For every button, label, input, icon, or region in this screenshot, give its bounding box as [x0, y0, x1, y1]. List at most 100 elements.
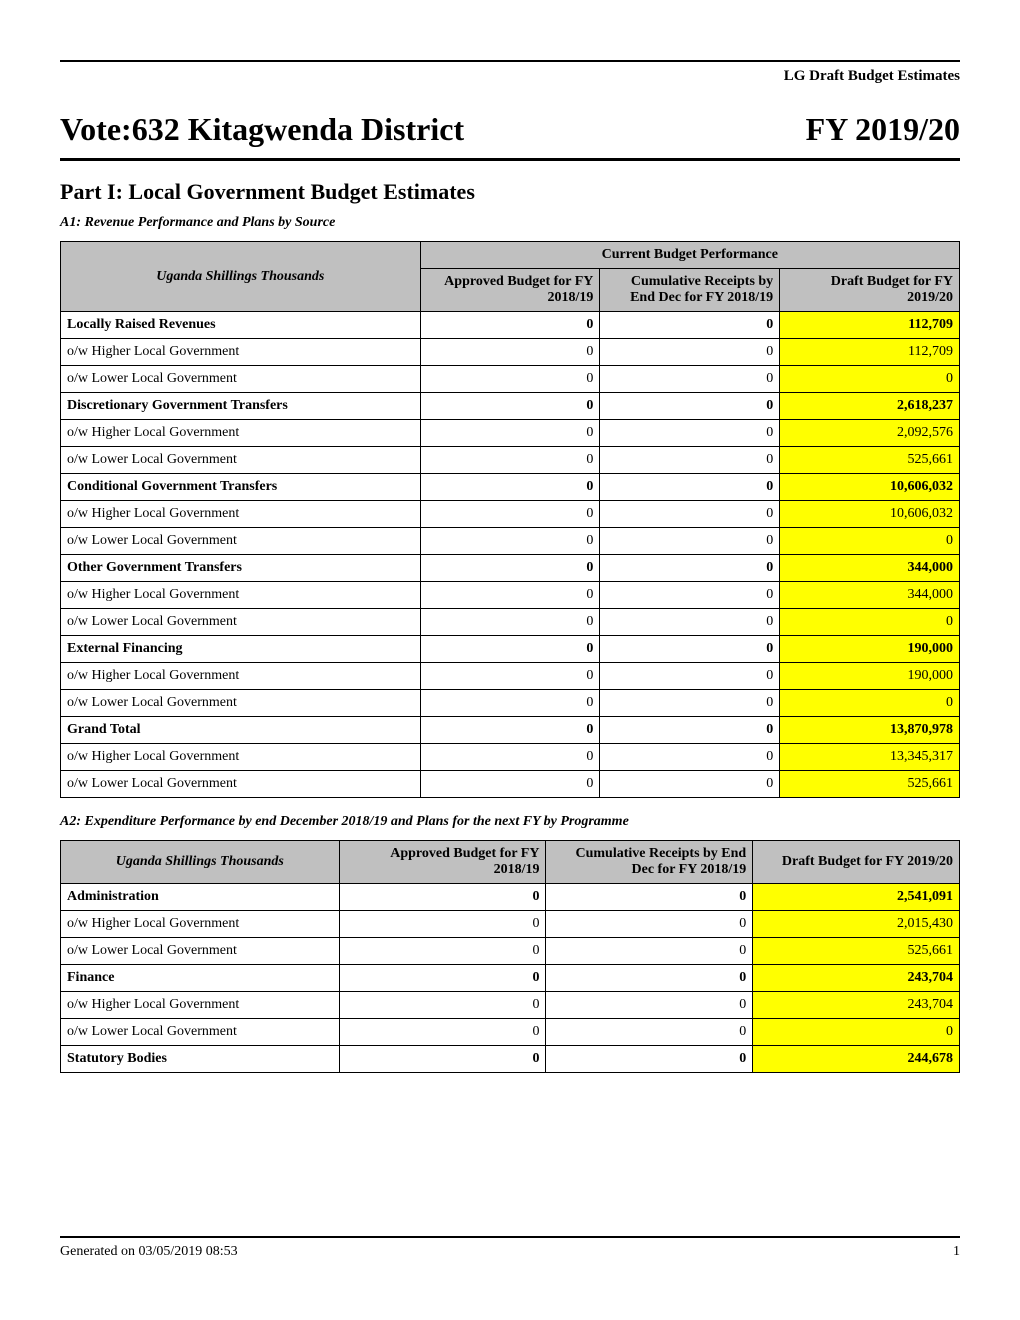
t1-body: Locally Raised Revenues00112,709o/w High… [61, 312, 960, 798]
fiscal-year: FY 2019/20 [806, 111, 960, 148]
row-value: 243,704 [753, 992, 960, 1019]
row-value: 0 [780, 366, 960, 393]
row-value: 0 [780, 690, 960, 717]
t1-col-1: Cumulative Receipts by End Dec for FY 20… [600, 269, 780, 312]
table-row: o/w Higher Local Government00190,000 [61, 663, 960, 690]
t1-super-header: Current Budget Performance [420, 242, 959, 269]
row-value: 0 [420, 609, 600, 636]
row-value: 0 [420, 690, 600, 717]
row-label: o/w Lower Local Government [61, 366, 421, 393]
row-label: o/w Higher Local Government [61, 339, 421, 366]
doc-type-label: LG Draft Budget Estimates [60, 68, 960, 85]
vote-title: Vote:632 Kitagwenda District [60, 111, 464, 148]
row-value: 0 [600, 717, 780, 744]
table-row: o/w Lower Local Government000 [61, 1019, 960, 1046]
row-label: o/w Lower Local Government [61, 771, 421, 798]
row-value: 0 [420, 312, 600, 339]
row-value: 190,000 [780, 636, 960, 663]
row-label: Statutory Bodies [61, 1046, 340, 1073]
row-label: External Financing [61, 636, 421, 663]
t2-col-1: Cumulative Receipts by End Dec for FY 20… [546, 841, 753, 884]
row-value: 0 [546, 1046, 753, 1073]
row-value: 0 [420, 582, 600, 609]
t2-col-2: Draft Budget for FY 2019/20 [753, 841, 960, 884]
row-value: 0 [420, 339, 600, 366]
row-label: o/w Higher Local Government [61, 744, 421, 771]
row-value: 0 [600, 663, 780, 690]
row-label: o/w Higher Local Government [61, 501, 421, 528]
table-row: o/w Lower Local Government00525,661 [61, 447, 960, 474]
footer-rule: Generated on 03/05/2019 08:53 1 [60, 1236, 960, 1260]
row-value: 2,618,237 [780, 393, 960, 420]
row-label: o/w Higher Local Government [61, 582, 421, 609]
row-value: 0 [420, 528, 600, 555]
row-value: 0 [600, 420, 780, 447]
row-value: 0 [546, 884, 753, 911]
row-value: 244,678 [753, 1046, 960, 1073]
row-value: 0 [420, 771, 600, 798]
row-value: 0 [339, 965, 546, 992]
row-value: 0 [600, 474, 780, 501]
row-label: Other Government Transfers [61, 555, 421, 582]
row-label: Discretionary Government Transfers [61, 393, 421, 420]
row-value: 0 [420, 717, 600, 744]
row-value: 0 [753, 1019, 960, 1046]
table-row: Discretionary Government Transfers002,61… [61, 393, 960, 420]
row-value: 0 [420, 420, 600, 447]
part-title: Part I: Local Government Budget Estimate… [60, 179, 960, 205]
table-row: o/w Lower Local Government000 [61, 690, 960, 717]
row-value: 0 [780, 528, 960, 555]
table-row: Administration002,541,091 [61, 884, 960, 911]
table-row: o/w Higher Local Government0010,606,032 [61, 501, 960, 528]
generated-label: Generated on 03/05/2019 08:53 [60, 1244, 238, 1260]
a2-subtitle: A2: Expenditure Performance by end Decem… [60, 814, 960, 830]
row-value: 525,661 [780, 771, 960, 798]
row-value: 344,000 [780, 582, 960, 609]
row-value: 2,092,576 [780, 420, 960, 447]
row-label: o/w Lower Local Government [61, 690, 421, 717]
row-value: 0 [600, 582, 780, 609]
row-value: 0 [600, 771, 780, 798]
table-row: o/w Lower Local Government00525,661 [61, 938, 960, 965]
table-row: o/w Higher Local Government00112,709 [61, 339, 960, 366]
row-value: 0 [600, 744, 780, 771]
t2-body: Administration002,541,091 o/w Higher Loca… [61, 884, 960, 1073]
row-value: 0 [780, 609, 960, 636]
top-rule [60, 60, 960, 62]
table-row: External Financing00190,000 [61, 636, 960, 663]
row-label: Conditional Government Transfers [61, 474, 421, 501]
row-value: 0 [600, 555, 780, 582]
t1-col-0: Approved Budget for FY 2018/19 [420, 269, 600, 312]
page-number: 1 [953, 1244, 960, 1260]
row-label: o/w Higher Local Government [61, 663, 421, 690]
row-value: 0 [600, 690, 780, 717]
table-row: o/w Lower Local Government000 [61, 528, 960, 555]
row-value: 0 [600, 366, 780, 393]
row-label: o/w Lower Local Government [61, 447, 421, 474]
table-row: o/w Higher Local Government0013,345,317 [61, 744, 960, 771]
row-label: o/w Lower Local Government [61, 1019, 340, 1046]
row-value: 243,704 [753, 965, 960, 992]
row-value: 0 [420, 474, 600, 501]
table-row: Locally Raised Revenues00112,709 [61, 312, 960, 339]
row-value: 0 [546, 938, 753, 965]
row-value: 525,661 [780, 447, 960, 474]
revenue-table: Uganda Shillings Thousands Current Budge… [60, 241, 960, 798]
expenditure-table: Uganda Shillings Thousands Approved Budg… [60, 840, 960, 1073]
row-value: 10,606,032 [780, 474, 960, 501]
row-value: 344,000 [780, 555, 960, 582]
row-label: o/w Lower Local Government [61, 609, 421, 636]
title-row: Vote:632 Kitagwenda District FY 2019/20 [60, 111, 960, 148]
row-value: 0 [546, 965, 753, 992]
row-value: 190,000 [780, 663, 960, 690]
row-value: 0 [339, 1019, 546, 1046]
table-row: Other Government Transfers00344,000 [61, 555, 960, 582]
table-row: o/w Higher Local Government00344,000 [61, 582, 960, 609]
row-label: o/w Higher Local Government [61, 992, 340, 1019]
table-row: Grand Total0013,870,978 [61, 717, 960, 744]
row-label: o/w Lower Local Government [61, 938, 340, 965]
row-value: 525,661 [753, 938, 960, 965]
row-label: o/w Lower Local Government [61, 528, 421, 555]
row-value: 0 [600, 339, 780, 366]
row-value: 2,541,091 [753, 884, 960, 911]
